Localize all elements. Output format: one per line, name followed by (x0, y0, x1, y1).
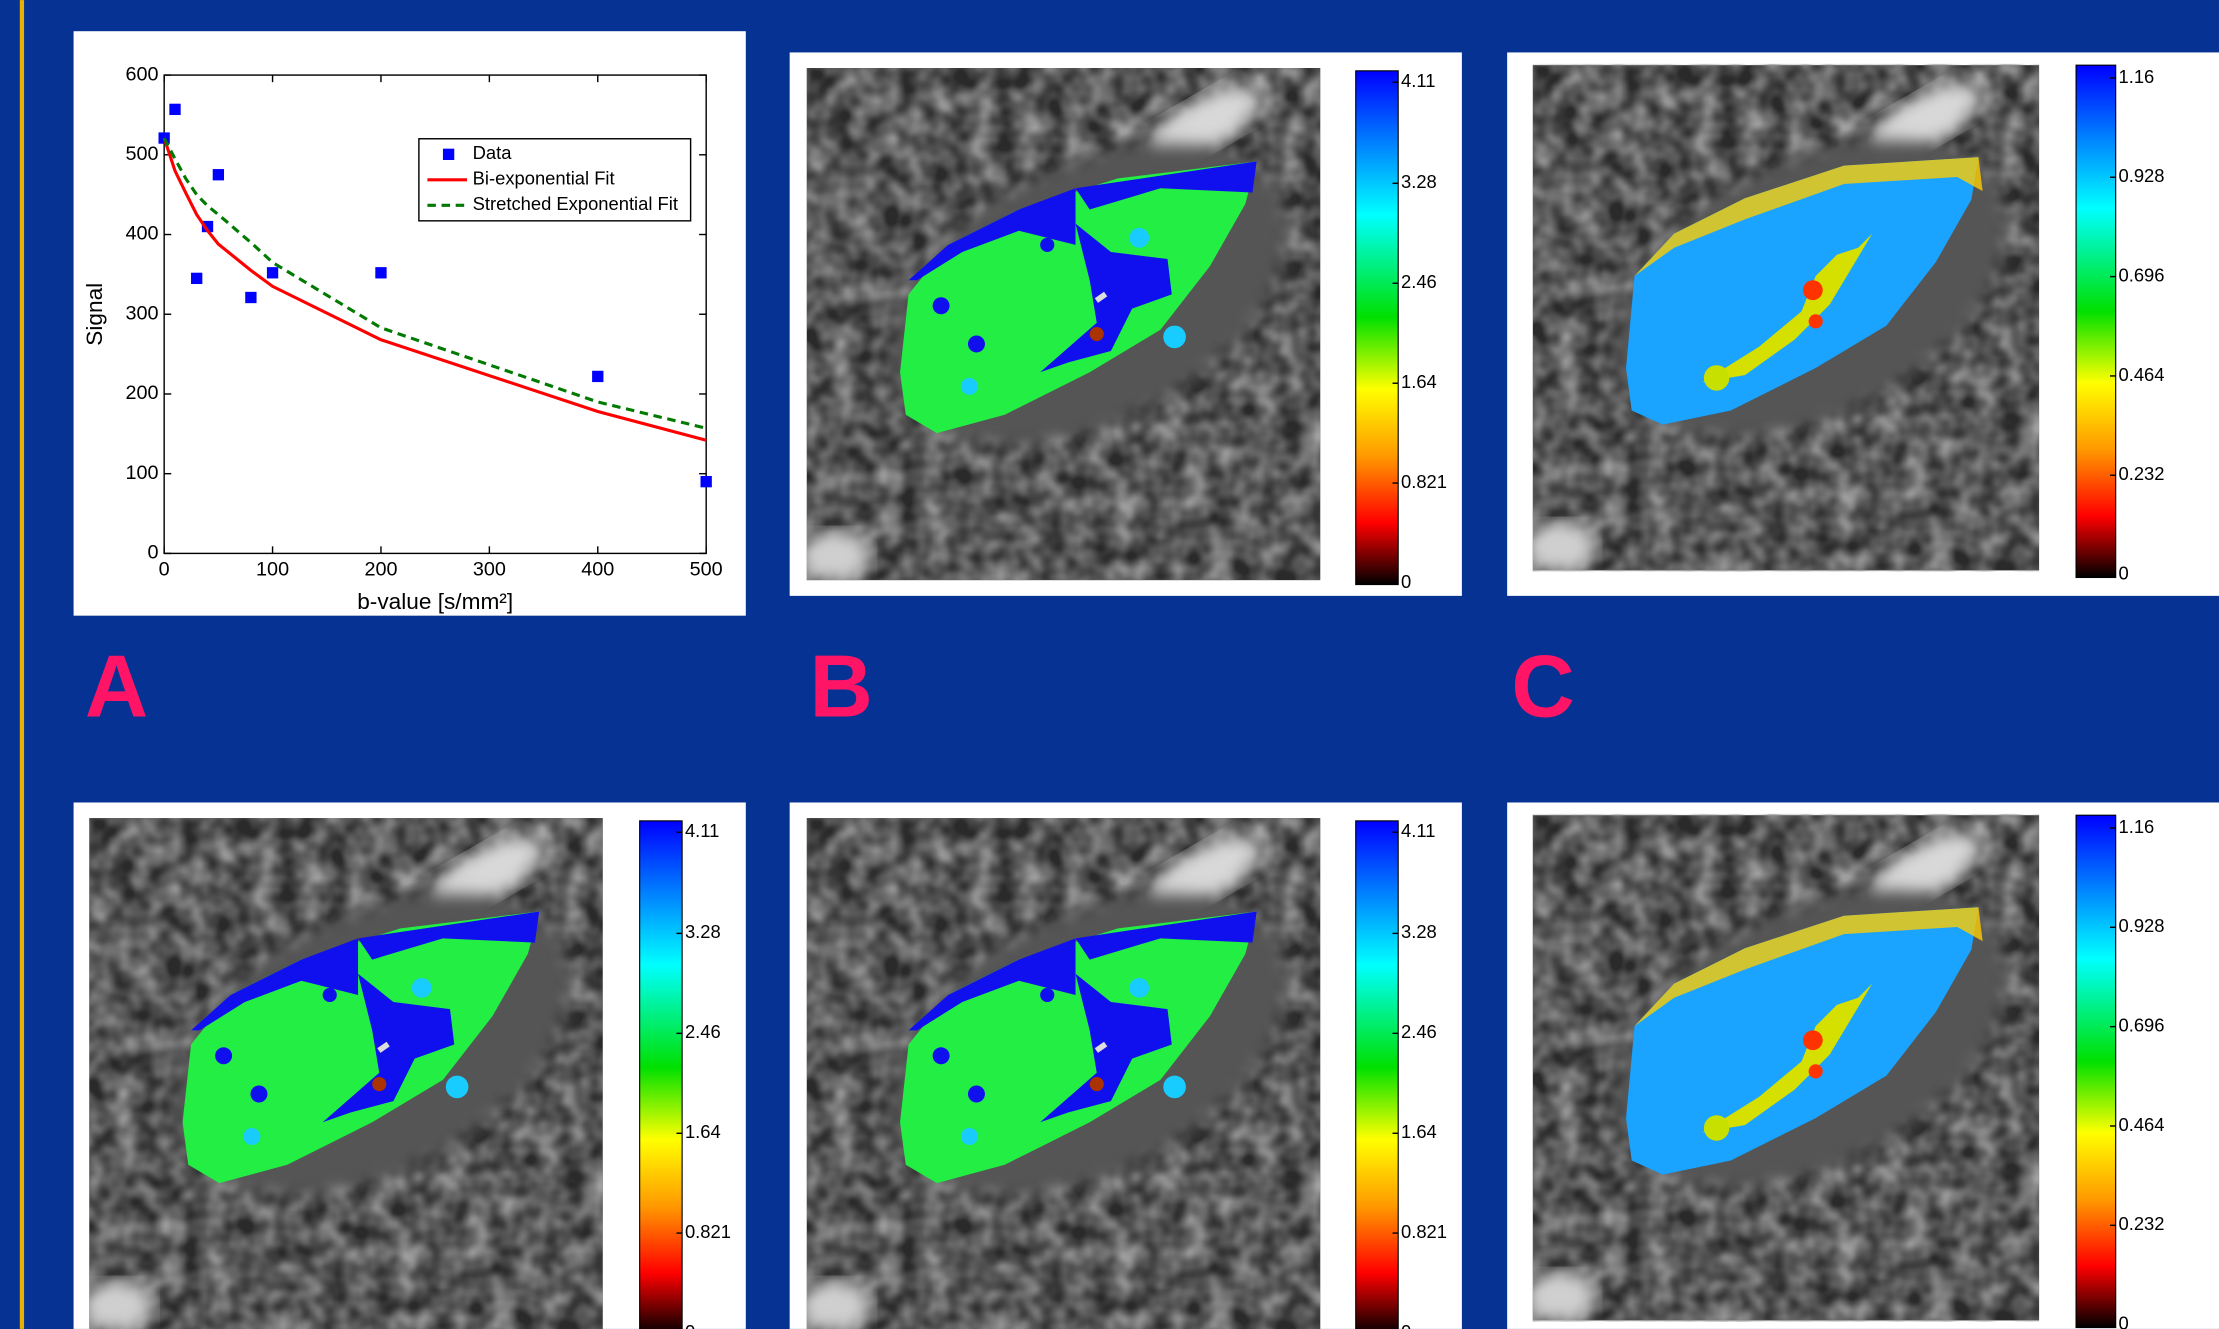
panel-label: C (1511, 638, 1574, 736)
data-point (191, 273, 202, 284)
colorbar-tick-label: 0.928 (2119, 915, 2165, 936)
colorbar-tick-label: 0 (1401, 1321, 1411, 1329)
colorbar-tick-label: 0.464 (2119, 364, 2165, 385)
colorbar-tick-label: 1.16 (2119, 816, 2155, 837)
y-tick-label: 0 (147, 542, 158, 564)
colorbar-tick-label: 0.232 (2119, 1213, 2165, 1234)
colorbar-tick-label: 0.821 (1401, 1221, 1447, 1242)
colorbar-tick-label: 2.46 (1401, 1021, 1437, 1042)
colorbar-tick-label: 0 (685, 1321, 695, 1329)
data-point (267, 267, 278, 278)
x-tick-label: 300 (473, 559, 506, 581)
legend-marker (443, 149, 454, 160)
y-axis-label: Signal (82, 283, 107, 346)
colorbar-tick-label: 0.464 (2119, 1114, 2165, 1135)
colorbar-tick-label: 0.232 (2119, 463, 2165, 484)
colorbar-tick-label: 0.696 (2119, 264, 2165, 285)
colorbar-tick-label: 0.821 (685, 1221, 731, 1242)
colorbar-tick-label: 4.11 (1401, 70, 1435, 91)
data-point (375, 267, 386, 278)
colorbar-tick-label: 0.928 (2119, 165, 2165, 186)
colorbar-tick-label: 0 (2119, 562, 2129, 583)
colorbar (1356, 821, 1398, 1329)
colorbar-tick-label: 3.28 (1401, 921, 1437, 942)
adc-map (800, 68, 1337, 582)
panel-label: B (809, 638, 872, 736)
y-tick-label: 400 (125, 223, 158, 245)
colorbar-tick-label: 2.46 (685, 1021, 721, 1042)
colorbar-tick-label: 1.16 (2119, 66, 2155, 87)
colorbar-tick-label: 4.11 (1401, 820, 1435, 841)
colorbar-tick-label: 0 (2119, 1313, 2129, 1329)
page: {"chart_data": [ {"type": "line", "xlabe… (0, 0, 2219, 1329)
data-point (213, 169, 224, 180)
legend-label: Data (473, 142, 513, 163)
colorbar-tick-label: 1.64 (1401, 371, 1437, 392)
data-point (169, 104, 180, 115)
colorbar-tick-label: 3.28 (1401, 171, 1437, 192)
panel-label: A (85, 638, 148, 736)
legend-label: Bi-exponential Fit (473, 168, 615, 189)
adc-map (800, 818, 1337, 1329)
colorbar-tick-label: 0 (1401, 571, 1411, 592)
colorbar-tick-label: 1.64 (685, 1121, 721, 1142)
data-point (701, 476, 712, 487)
colorbar (1356, 71, 1398, 585)
colorbar-tick-label: 1.64 (1401, 1121, 1437, 1142)
data-point (592, 371, 603, 382)
perfusion-map (1526, 815, 2056, 1322)
colorbar-tick-label: 3.28 (685, 921, 721, 942)
colorbar-tick-label: 0.821 (1401, 471, 1447, 492)
colorbar (2076, 65, 2116, 577)
perfusion-map (1526, 65, 2056, 572)
y-tick-label: 600 (125, 63, 158, 85)
y-tick-label: 200 (125, 382, 158, 404)
y-tick-label: 300 (125, 302, 158, 324)
x-tick-label: 0 (159, 559, 170, 581)
x-tick-label: 200 (364, 559, 397, 581)
colorbar-tick-label: 4.11 (685, 820, 719, 841)
x-tick-label: 400 (581, 559, 614, 581)
colorbar (640, 821, 682, 1329)
y-tick-label: 500 (125, 143, 158, 165)
adc-map (82, 818, 619, 1329)
colorbar-tick-label: 2.46 (1401, 271, 1437, 292)
y-tick-label: 100 (125, 462, 158, 484)
x-axis-label: b-value [s/mm²] (357, 589, 513, 614)
x-tick-label: 100 (256, 559, 289, 581)
legend-label: Stretched Exponential Fit (473, 193, 678, 214)
accent-line (20, 0, 24, 1329)
colorbar-tick-label: 0.696 (2119, 1015, 2165, 1036)
data-point (245, 292, 256, 303)
x-tick-label: 500 (690, 559, 723, 581)
panel-a (74, 31, 746, 615)
figure: A B C 0 100 200 300 400 500 0 100 200 300 400 500 60… (0, 0, 2219, 1329)
colorbar (2076, 815, 2116, 1327)
